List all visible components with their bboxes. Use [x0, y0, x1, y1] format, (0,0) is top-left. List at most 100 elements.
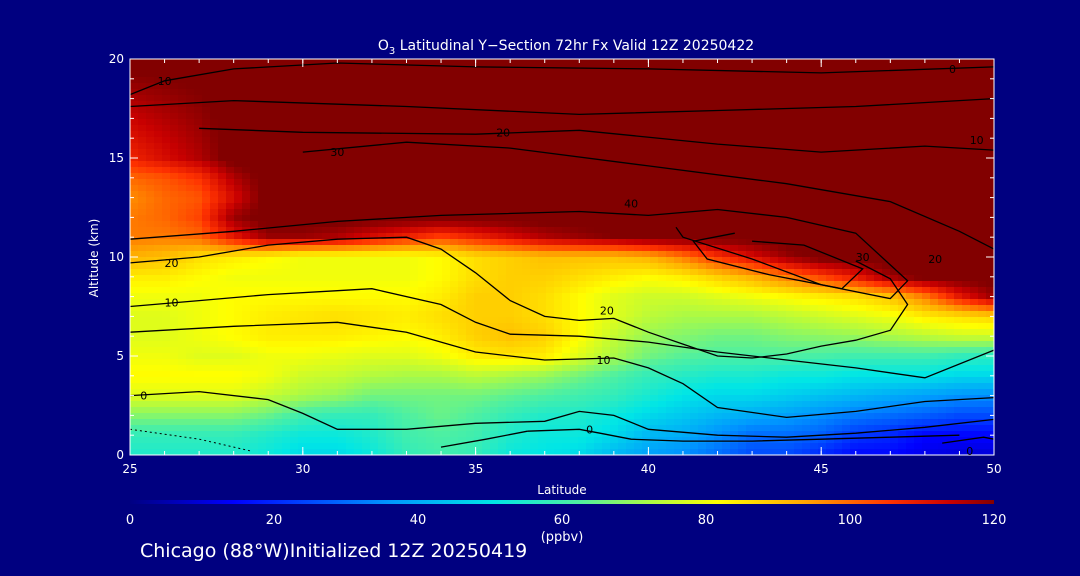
- heatmap-cell: [426, 167, 435, 174]
- heatmap-cell: [426, 347, 435, 354]
- heatmap-cell: [698, 305, 707, 312]
- heatmap-cell: [418, 251, 427, 258]
- heatmap-cell: [634, 215, 643, 222]
- heatmap-cell: [378, 419, 387, 426]
- heatmap-cell: [274, 347, 283, 354]
- heatmap-cell: [482, 269, 491, 276]
- heatmap-cell: [578, 155, 587, 162]
- heatmap-cell: [330, 353, 339, 360]
- heatmap-cell: [578, 377, 587, 384]
- heatmap-cell: [418, 395, 427, 402]
- heatmap-cell: [266, 107, 275, 114]
- heatmap-cell: [530, 71, 539, 78]
- heatmap-cell: [354, 335, 363, 342]
- heatmap-cell: [154, 419, 163, 426]
- heatmap-cell: [322, 275, 331, 282]
- heatmap-cell: [618, 377, 627, 384]
- heatmap-cell: [202, 137, 211, 144]
- heatmap-cell: [410, 437, 419, 444]
- heatmap-cell: [346, 401, 355, 408]
- heatmap-cell: [586, 263, 595, 270]
- heatmap-cell: [634, 341, 643, 348]
- heatmap-cell: [578, 125, 587, 132]
- heatmap-cell: [706, 317, 715, 324]
- heatmap-cell: [594, 179, 603, 186]
- heatmap-cell: [730, 185, 739, 192]
- heatmap-cell: [578, 443, 587, 450]
- heatmap-cell: [602, 107, 611, 114]
- heatmap-cell: [146, 449, 155, 456]
- heatmap-cell: [626, 113, 635, 120]
- heatmap-cell: [618, 185, 627, 192]
- heatmap-cell: [514, 107, 523, 114]
- heatmap-cell: [618, 251, 627, 258]
- heatmap-cell: [298, 437, 307, 444]
- heatmap-cell: [730, 215, 739, 222]
- heatmap-cell: [650, 383, 659, 390]
- heatmap-cell: [690, 197, 699, 204]
- heatmap-cell: [266, 263, 275, 270]
- heatmap-cell: [418, 89, 427, 96]
- heatmap-cell: [474, 269, 483, 276]
- heatmap-cell: [666, 377, 675, 384]
- heatmap-cell: [442, 77, 451, 84]
- heatmap-cell: [362, 227, 371, 234]
- heatmap-cell: [314, 431, 323, 438]
- heatmap-cell: [410, 359, 419, 366]
- heatmap-cell: [586, 191, 595, 198]
- heatmap-cell: [722, 251, 731, 258]
- heatmap-cell: [370, 221, 379, 228]
- heatmap-cell: [426, 83, 435, 90]
- heatmap-cell: [130, 371, 139, 378]
- heatmap-cell: [290, 449, 299, 456]
- heatmap-cell: [522, 233, 531, 240]
- heatmap-cell: [650, 329, 659, 336]
- heatmap-cell: [362, 77, 371, 84]
- heatmap-cell: [578, 77, 587, 84]
- heatmap-cell: [658, 179, 667, 186]
- heatmap-cell: [714, 167, 723, 174]
- heatmap-cell: [498, 317, 507, 324]
- heatmap-cell: [578, 425, 587, 432]
- heatmap-cell: [322, 347, 331, 354]
- heatmap-cell: [322, 305, 331, 312]
- heatmap-cell: [610, 203, 619, 210]
- heatmap-cell: [354, 323, 363, 330]
- heatmap-cell: [698, 209, 707, 216]
- heatmap-cell: [522, 389, 531, 396]
- heatmap-cell: [570, 347, 579, 354]
- heatmap-cell: [506, 299, 515, 306]
- heatmap-cell: [666, 353, 675, 360]
- heatmap-cell: [546, 113, 555, 120]
- heatmap-cell: [594, 221, 603, 228]
- heatmap-cell: [218, 347, 227, 354]
- heatmap-cell: [298, 257, 307, 264]
- heatmap-cell: [258, 269, 267, 276]
- heatmap-cell: [146, 281, 155, 288]
- heatmap-cell: [242, 317, 251, 324]
- heatmap-cell: [146, 275, 155, 282]
- heatmap-cell: [210, 383, 219, 390]
- heatmap-cell: [394, 203, 403, 210]
- heatmap-cell: [322, 335, 331, 342]
- heatmap-cell: [282, 197, 291, 204]
- heatmap-cell: [242, 449, 251, 456]
- heatmap-cell: [130, 239, 139, 246]
- heatmap-cell: [146, 311, 155, 318]
- heatmap-cell: [714, 95, 723, 102]
- heatmap-cell: [538, 137, 547, 144]
- heatmap-cell: [386, 185, 395, 192]
- heatmap-cell: [258, 419, 267, 426]
- heatmap-cell: [554, 407, 563, 414]
- heatmap-cell: [354, 185, 363, 192]
- heatmap-cell: [170, 245, 179, 252]
- heatmap-cell: [418, 311, 427, 318]
- heatmap-cell: [258, 311, 267, 318]
- heatmap-cell: [418, 347, 427, 354]
- heatmap-cell: [354, 377, 363, 384]
- heatmap-cell: [466, 167, 475, 174]
- heatmap-cell: [242, 305, 251, 312]
- heatmap-cell: [386, 269, 395, 276]
- heatmap-cell: [658, 203, 667, 210]
